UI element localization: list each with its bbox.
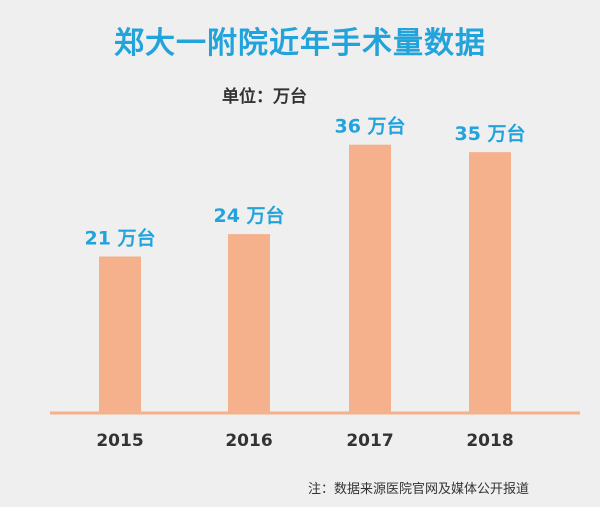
bar-2015 [99,256,141,413]
source-note: 注：数据来源医院官网及媒体公开报道 [308,482,530,497]
value-label-2018: 35 万台 [454,122,525,145]
x-tick-labels-group: 2015 2016 2017 2018 [96,431,513,451]
bar-2018 [469,152,511,413]
x-tick-label-2018: 2018 [466,431,513,451]
unit-label: 单位：万台 [222,87,307,107]
value-label-2015: 21 万台 [84,227,155,250]
value-label-2017: 36 万台 [334,115,405,138]
value-labels-group: 21 万台 24 万台 36 万台 35 万台 [84,115,525,250]
x-tick-label-2015: 2015 [96,431,143,451]
x-tick-label-2016: 2016 [225,431,272,451]
chart-title: 郑大一附院近年手术量数据 [114,26,486,61]
bar-2016 [228,234,270,413]
x-tick-label-2017: 2017 [346,431,393,451]
bar-2017 [349,144,391,413]
bars-group [99,144,511,413]
value-label-2016: 24 万台 [213,204,284,227]
